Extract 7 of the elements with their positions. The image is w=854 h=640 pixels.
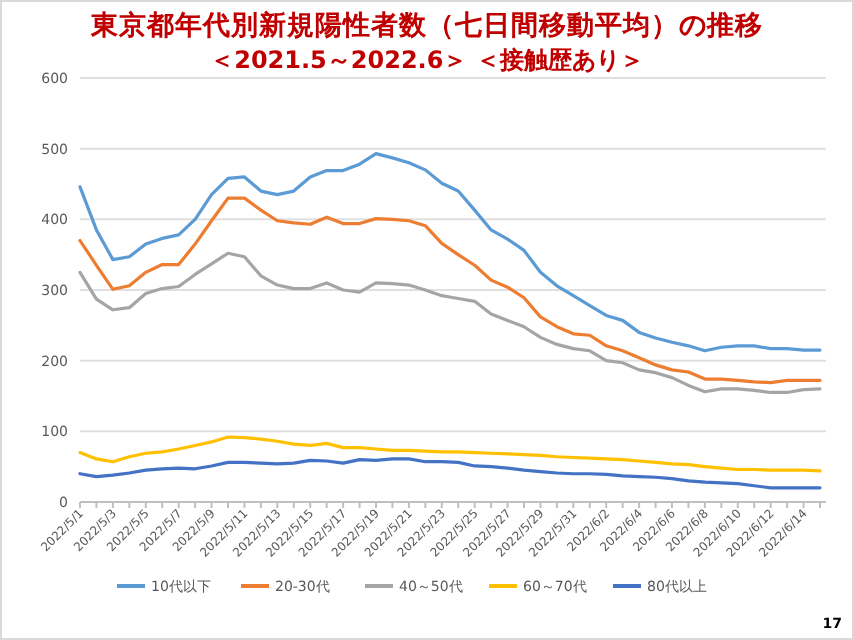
line-series (78, 251, 822, 395)
line-series (78, 457, 822, 490)
line-series (78, 196, 822, 385)
chart-title: 東京都年代別新規陽性者数（七日間移動平均）の推移 (89, 8, 763, 42)
line-series (78, 152, 822, 353)
chart-subtitle: ＜2021.5～2022.6＞ ＜接触歴あり＞ (210, 46, 644, 74)
line-series (78, 435, 822, 473)
